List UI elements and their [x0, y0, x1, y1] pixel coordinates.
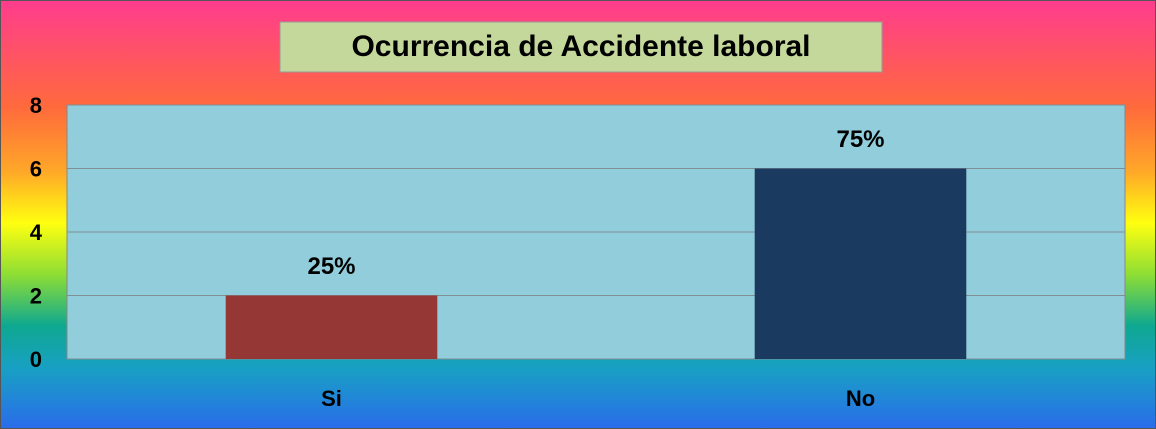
y-tick-label: 8 — [30, 93, 42, 118]
bar — [754, 168, 967, 359]
value-label: 25% — [307, 253, 355, 280]
y-tick-label: 6 — [30, 156, 42, 181]
y-tick-label: 2 — [30, 283, 42, 308]
bar — [225, 295, 438, 359]
value-label: 75% — [836, 126, 884, 153]
y-tick-label: 0 — [30, 347, 42, 372]
title-box — [279, 21, 883, 73]
x-tick-label: No — [846, 386, 875, 411]
y-tick-label: 4 — [30, 220, 43, 245]
x-tick-label: Si — [321, 386, 342, 411]
chart-title: Ocurrencia de Accidente laboral — [351, 30, 810, 63]
